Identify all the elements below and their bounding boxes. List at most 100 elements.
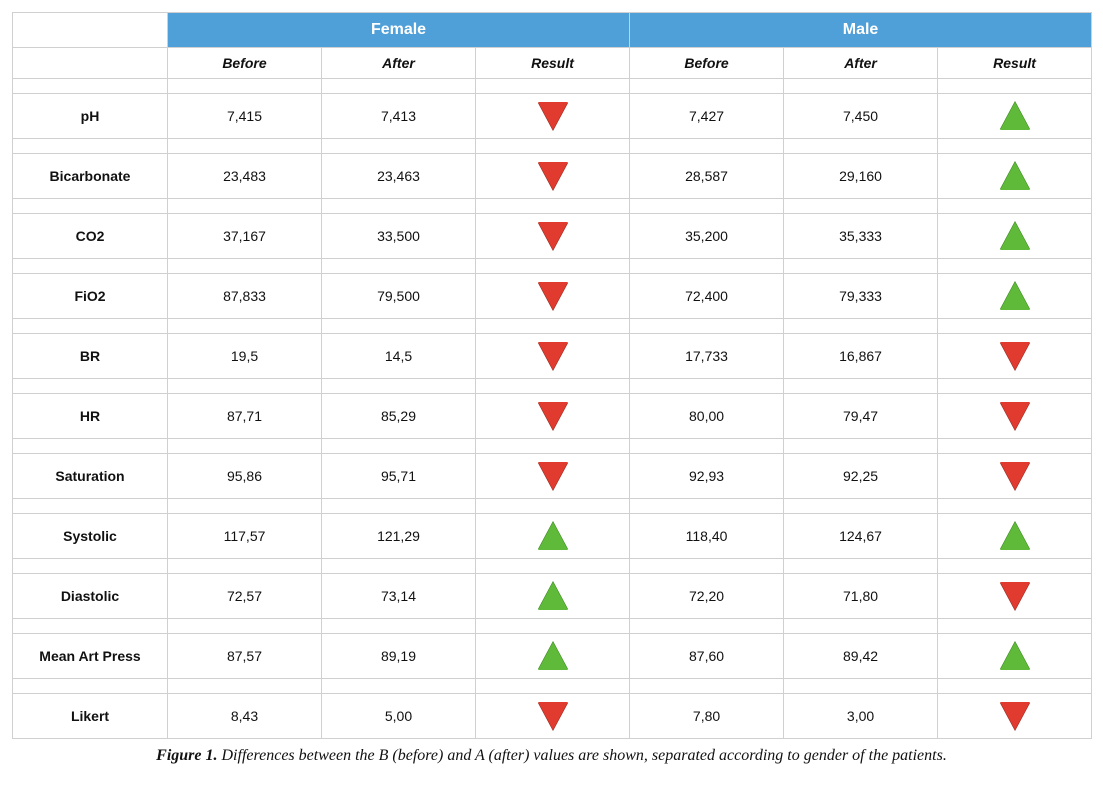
cell-result [476, 454, 630, 499]
cell-after: 35,333 [784, 214, 938, 259]
cell-after: 29,160 [784, 154, 938, 199]
cell-before: 7,427 [630, 94, 784, 139]
triangle-down-icon [538, 462, 568, 490]
cell-before: 72,400 [630, 274, 784, 319]
triangle-down-icon [538, 282, 568, 310]
cell-after: 73,14 [322, 574, 476, 619]
subcol-male-after: After [784, 48, 938, 79]
cell-result [476, 634, 630, 679]
table-row: BR19,514,517,73316,867 [13, 334, 1092, 379]
table-row: Bicarbonate23,48323,463 28,58729,160 [13, 154, 1092, 199]
triangle-down-icon [1000, 582, 1030, 610]
row-label: Mean Art Press [13, 634, 168, 679]
cell-before: 7,415 [168, 94, 322, 139]
cell-after: 14,5 [322, 334, 476, 379]
cell-before: 17,733 [630, 334, 784, 379]
row-label: Systolic [13, 514, 168, 559]
row-label: Bicarbonate [13, 154, 168, 199]
triangle-up-icon [1000, 102, 1030, 130]
row-label: FiO2 [13, 274, 168, 319]
cell-result [938, 154, 1092, 199]
row-label: pH [13, 94, 168, 139]
cell-result [476, 694, 630, 739]
cell-after: 7,450 [784, 94, 938, 139]
cell-before: 35,200 [630, 214, 784, 259]
cell-after: 79,47 [784, 394, 938, 439]
cell-result [476, 334, 630, 379]
subcol-female-result: Result [476, 48, 630, 79]
spacer-row [13, 139, 1092, 154]
cell-before: 118,40 [630, 514, 784, 559]
cell-result [476, 214, 630, 259]
cell-after: 89,19 [322, 634, 476, 679]
cell-result [938, 634, 1092, 679]
spacer-row [13, 559, 1092, 574]
cell-after: 85,29 [322, 394, 476, 439]
subcol-female-before: Before [168, 48, 322, 79]
cell-after: 79,500 [322, 274, 476, 319]
cell-result [938, 694, 1092, 739]
cell-result [938, 574, 1092, 619]
spacer-row [13, 79, 1092, 94]
cell-after: 92,25 [784, 454, 938, 499]
subcol-male-result: Result [938, 48, 1092, 79]
cell-before: 8,43 [168, 694, 322, 739]
cell-before: 80,00 [630, 394, 784, 439]
spacer-row [13, 679, 1092, 694]
subcol-female-after: After [322, 48, 476, 79]
triangle-down-icon [538, 162, 568, 190]
cell-result [938, 274, 1092, 319]
triangle-up-icon [538, 522, 568, 550]
cell-result [938, 454, 1092, 499]
group-header-female: Female [168, 13, 630, 48]
cell-before: 87,60 [630, 634, 784, 679]
spacer-row [13, 499, 1092, 514]
triangle-down-icon [1000, 342, 1030, 370]
triangle-up-icon [1000, 222, 1030, 250]
cell-before: 72,20 [630, 574, 784, 619]
cell-after: 16,867 [784, 334, 938, 379]
cell-after: 121,29 [322, 514, 476, 559]
triangle-down-icon [1000, 462, 1030, 490]
group-header-male: Male [630, 13, 1092, 48]
cell-before: 87,833 [168, 274, 322, 319]
spacer-row [13, 199, 1092, 214]
table-row: pH7,4157,413 7,4277,450 [13, 94, 1092, 139]
cell-after: 3,00 [784, 694, 938, 739]
cell-after: 5,00 [322, 694, 476, 739]
row-label: Diastolic [13, 574, 168, 619]
cell-after: 124,67 [784, 514, 938, 559]
table-row: HR87,7185,2980,0079,47 [13, 394, 1092, 439]
triangle-up-icon [1000, 642, 1030, 670]
cell-result [938, 394, 1092, 439]
figure-caption: Figure 1. Differences between the B (bef… [12, 747, 1091, 765]
cell-after: 7,413 [322, 94, 476, 139]
triangle-down-icon [538, 222, 568, 250]
cell-result [476, 394, 630, 439]
cell-before: 95,86 [168, 454, 322, 499]
cell-after: 71,80 [784, 574, 938, 619]
cell-after: 95,71 [322, 454, 476, 499]
triangle-down-icon [538, 342, 568, 370]
triangle-up-icon [1000, 162, 1030, 190]
cell-before: 87,71 [168, 394, 322, 439]
spacer-row [13, 259, 1092, 274]
cell-result [938, 514, 1092, 559]
comparison-table: Female Male Before After Result Before A… [12, 12, 1092, 739]
cell-result [476, 154, 630, 199]
table-row: Systolic117,57121,29118,40124,67 [13, 514, 1092, 559]
header-blank [13, 13, 168, 48]
subcol-header-row: Before After Result Before After Result [13, 48, 1092, 79]
table-row: CO237,16733,50035,20035,333 [13, 214, 1092, 259]
cell-before: 28,587 [630, 154, 784, 199]
row-label: Saturation [13, 454, 168, 499]
row-label: Likert [13, 694, 168, 739]
cell-after: 23,463 [322, 154, 476, 199]
cell-result [476, 514, 630, 559]
cell-before: 23,483 [168, 154, 322, 199]
triangle-down-icon [538, 702, 568, 730]
subcol-male-before: Before [630, 48, 784, 79]
spacer-row [13, 379, 1092, 394]
cell-before: 19,5 [168, 334, 322, 379]
triangle-down-icon [1000, 702, 1030, 730]
